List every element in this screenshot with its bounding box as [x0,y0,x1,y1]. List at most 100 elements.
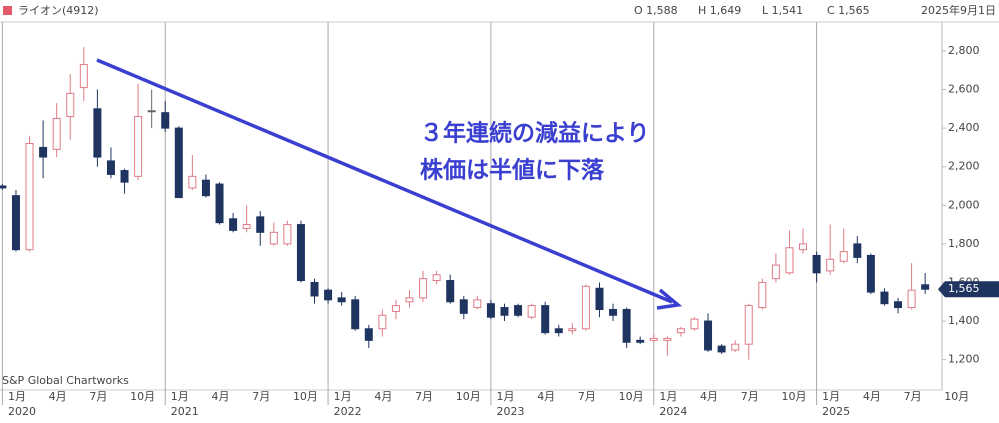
candle-body [25,143,34,251]
candle-body [799,243,808,251]
y-tick-label: 1,200 [948,353,980,366]
candle-body [134,116,143,177]
candle-body [106,160,115,175]
candle-body [676,328,685,334]
x-tick-label: 1月 [171,390,189,403]
x-tick-label: 4月 [212,390,230,403]
y-tick-label: 1,400 [948,314,980,327]
x-tick-label: 4月 [700,390,718,403]
candle-body [826,258,835,272]
source-label: S&P Global Chartworks [2,374,129,387]
x-tick-label: 4月 [49,390,67,403]
x-tick-label: 10月 [944,390,969,403]
candle-body [364,328,373,341]
x-tick-label: 1月 [659,390,677,403]
candle-body [473,299,482,309]
candle-body [391,305,400,312]
annotation-line: ３年連続の減益により [420,120,650,147]
candle-body [717,345,726,353]
x-tick-label: 7月 [578,390,596,403]
candle-body [229,218,238,231]
y-tick-label: 2,400 [948,121,980,134]
candle-body [283,224,292,245]
x-tick-label: 7月 [741,390,759,403]
candle-body [310,281,319,297]
y-tick-label: 2,000 [948,198,980,211]
trend-arrow [96,58,673,304]
candle-body [731,343,740,351]
candle-body [337,297,346,303]
x-tick-label: 10月 [293,390,318,403]
candle-body [880,291,889,305]
candle-body [147,110,156,113]
x-tick-label: 1月 [8,390,26,403]
year-label: 2022 [334,405,362,418]
y-tick-label: 2,200 [948,160,980,173]
plot [1,22,818,405]
candle-body [894,301,903,309]
year-label: 2021 [171,405,199,418]
candle-body [581,285,590,330]
x-tick-label: 10月 [619,390,644,403]
candle-body [595,287,604,310]
x-tick-label: 7月 [415,390,433,403]
year-label: 2020 [8,405,36,418]
candle-body [907,289,916,309]
candle-body [66,92,75,118]
x-tick-label: 4月 [374,390,392,403]
candle-body [296,224,305,282]
x-tick-label: 4月 [863,390,881,403]
candle-body [568,328,577,332]
high-label: H 1,649 [698,4,741,17]
open-label: O 1,588 [634,4,678,17]
candle-body [39,146,48,158]
candle-body [554,328,563,334]
price-tag-label: 1,565 [948,282,980,295]
candle-body [690,318,699,330]
candle-body [446,280,455,303]
candle-body [324,289,333,301]
candle-body [269,231,278,245]
candle-body [704,320,713,351]
candle-body [419,278,428,299]
candle-body [514,305,523,316]
candle-body [201,179,210,197]
chart-title: ライオン(4912) [18,4,99,17]
candle-body [636,339,645,343]
candle-body [432,274,441,282]
x-tick-label: 10月 [456,390,481,403]
candle-body [188,175,197,189]
x-tick-label: 1月 [822,390,840,403]
candle-body [161,112,170,129]
candle-body [378,314,387,330]
candle-body [839,251,848,262]
candle-body [812,254,821,274]
year-label: 2025 [822,405,850,418]
candle-body [174,127,183,199]
candle-body [242,224,251,229]
close-label: C 1,565 [827,4,870,17]
candle-body [486,303,495,318]
low-label: L 1,541 [762,4,803,17]
candle-body [785,247,794,274]
date-label: 2025年9月1日 [921,3,996,17]
y-tick-label: 1,800 [948,237,980,250]
candle-body [52,117,61,150]
trend-arrow-head [656,288,683,310]
candle-body [622,308,631,343]
year-label: 2024 [659,405,687,418]
y-tick-label: 2,600 [948,83,980,96]
candle-body [0,185,7,189]
annotation-line: 株価は半値に下落 [420,158,605,184]
candle-body [500,307,509,316]
candle-body [256,216,265,233]
x-tick-label: 1月 [334,390,352,403]
candle-body [663,337,672,341]
candle-body [609,308,618,316]
x-tick-label: 7月 [89,390,107,403]
x-tick-label: 4月 [537,390,555,403]
x-tick-label: 10月 [130,390,155,403]
candle-body [11,195,20,251]
